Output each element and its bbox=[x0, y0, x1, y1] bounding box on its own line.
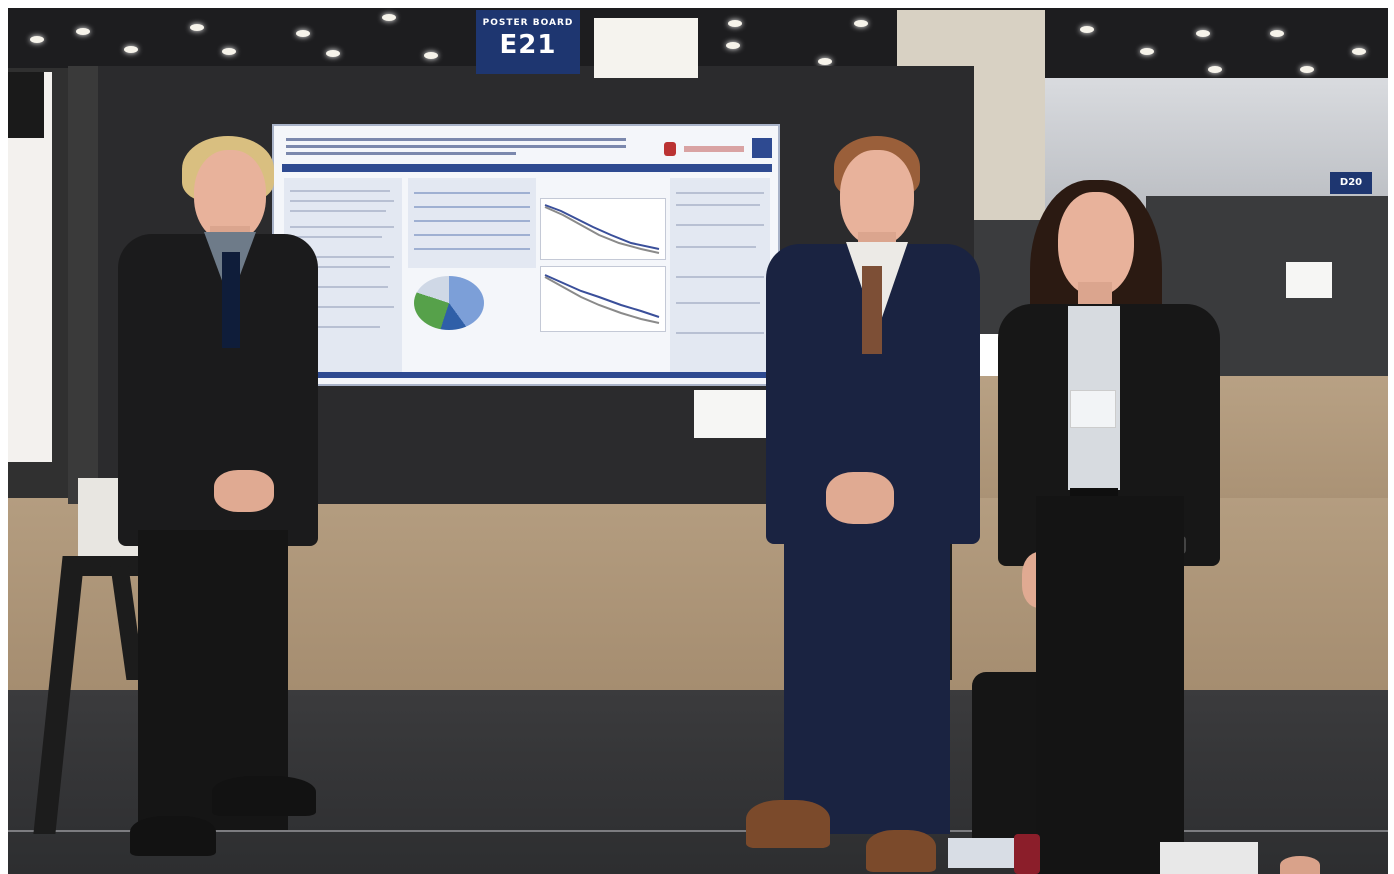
research-poster bbox=[272, 124, 780, 386]
ceiling-light bbox=[1196, 30, 1210, 37]
poster-author-band bbox=[282, 164, 772, 172]
poster-title bbox=[286, 132, 646, 155]
ceiling-light bbox=[1352, 48, 1366, 55]
ceiling-light bbox=[222, 48, 236, 55]
poster-text-line bbox=[676, 332, 764, 334]
poster-board-sign-label: POSTER BOARD bbox=[482, 18, 574, 28]
name-badge bbox=[1070, 390, 1116, 428]
society-logo bbox=[752, 138, 772, 158]
floor-marking bbox=[8, 830, 1388, 832]
poster-text-line bbox=[676, 224, 764, 226]
hands bbox=[214, 470, 274, 512]
necktie bbox=[222, 252, 240, 348]
ceiling-light bbox=[726, 42, 740, 49]
ceiling-light bbox=[1208, 66, 1222, 73]
booth-number-sign: D20 bbox=[1330, 172, 1372, 194]
ceiling-light bbox=[1270, 30, 1284, 37]
poster-text-line bbox=[290, 210, 386, 212]
poster-text-line bbox=[676, 204, 760, 206]
face bbox=[1058, 192, 1134, 296]
poster-text-line bbox=[290, 226, 394, 228]
poster-board-number: E21 bbox=[499, 30, 557, 60]
poster-pie-chart bbox=[414, 276, 484, 330]
ceiling-light bbox=[76, 28, 90, 35]
poster-text-line bbox=[290, 190, 390, 192]
poster-table-row bbox=[414, 206, 530, 208]
trousers bbox=[784, 532, 950, 834]
ceiling-light bbox=[1300, 66, 1314, 73]
poster-survival-curve-plot bbox=[544, 274, 660, 324]
face bbox=[840, 150, 914, 246]
ceiling-light bbox=[296, 30, 310, 37]
poster-text-line bbox=[676, 246, 756, 248]
ceiling-light bbox=[190, 24, 204, 31]
poster-footer-band bbox=[282, 372, 772, 378]
poster-text-line bbox=[290, 236, 382, 238]
papers-on-floor bbox=[948, 838, 1018, 868]
poster-table-row bbox=[414, 248, 530, 250]
university-logo bbox=[664, 142, 676, 156]
shoe bbox=[130, 816, 216, 856]
poster-table-row bbox=[414, 192, 530, 194]
shoe bbox=[746, 800, 830, 848]
poster-board-sign: POSTER BOARD E21 bbox=[476, 10, 580, 74]
poster-table-row bbox=[414, 234, 530, 236]
hand-edge bbox=[1280, 856, 1320, 874]
poster-text-line bbox=[676, 276, 764, 278]
ceiling-light bbox=[326, 50, 340, 57]
poster-survival-curve-plot bbox=[544, 204, 660, 254]
poster-text-line bbox=[290, 306, 394, 308]
ceiling-light bbox=[1080, 26, 1094, 33]
shoe bbox=[212, 776, 316, 816]
ceiling-light bbox=[728, 20, 742, 27]
necktie bbox=[862, 266, 882, 354]
hands bbox=[826, 472, 894, 524]
poster-survival-curve bbox=[540, 266, 666, 332]
poster-board-frame bbox=[68, 66, 98, 504]
poster-text-line bbox=[290, 256, 394, 258]
paper-note bbox=[694, 390, 770, 438]
paper-note bbox=[1286, 262, 1332, 298]
session-sign bbox=[594, 18, 698, 78]
poster-text-line bbox=[290, 200, 394, 202]
poster-text-line bbox=[290, 266, 390, 268]
poster-text-line bbox=[676, 192, 764, 194]
ceiling-light bbox=[818, 58, 832, 65]
drink-can bbox=[1014, 834, 1040, 874]
poster-survival-curve bbox=[540, 198, 666, 260]
poster-text-line bbox=[676, 302, 760, 304]
poster-text-line bbox=[290, 326, 380, 328]
poster-text-line bbox=[290, 286, 388, 288]
ceiling-light bbox=[382, 14, 396, 21]
trousers bbox=[1036, 496, 1184, 874]
papers-on-floor bbox=[1160, 842, 1258, 874]
ceiling-light bbox=[1140, 48, 1154, 55]
neighbor-poster-header bbox=[8, 72, 44, 138]
ceiling-light bbox=[854, 20, 868, 27]
university-wordmark bbox=[684, 146, 744, 152]
shoe bbox=[866, 830, 936, 872]
ceiling-light bbox=[124, 46, 138, 53]
ceiling-light bbox=[30, 36, 44, 43]
ceiling-light bbox=[424, 52, 438, 59]
poster-table-row bbox=[414, 220, 530, 222]
